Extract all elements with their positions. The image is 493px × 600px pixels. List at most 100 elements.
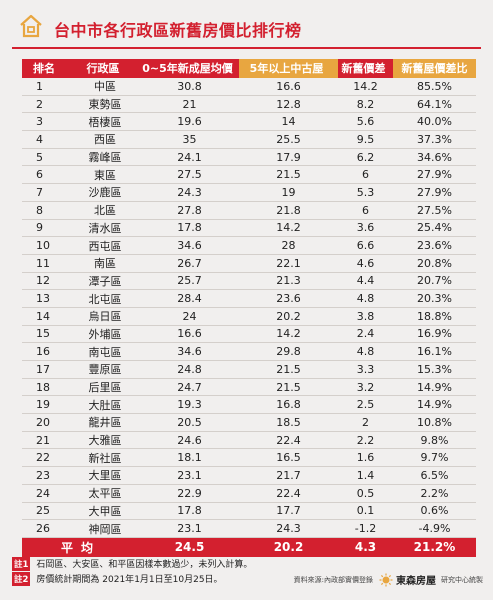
new-price-cell: 24.7 <box>140 379 239 397</box>
price-gap-cell: -1.2 <box>338 520 393 538</box>
old-price-cell: 21.5 <box>239 361 338 379</box>
rank-cell: 3 <box>22 113 70 132</box>
page-title: 台中市各行政區新舊房價比排行榜 <box>54 21 302 40</box>
price-gap-cell: 1.6 <box>338 449 393 468</box>
district-cell: 外埔區 <box>70 326 140 344</box>
price-gap-cell: 6 <box>338 202 393 220</box>
average-old-price: 20.2 <box>239 537 338 557</box>
table-row: 6 東區 27.5 21.5 6 27.9% <box>22 166 476 185</box>
new-price-cell: 19.6 <box>140 113 239 132</box>
new-price-cell: 23.1 <box>140 520 239 538</box>
column-header-new-price: 0~5年新成屋均價 <box>140 59 239 78</box>
note-tag: 註1 <box>12 556 31 571</box>
average-new-price: 24.5 <box>140 537 239 557</box>
new-price-cell: 24.1 <box>140 149 239 167</box>
rank-cell: 18 <box>22 379 70 397</box>
old-price-cell: 18.5 <box>239 414 338 432</box>
old-price-cell: 21.5 <box>239 166 338 185</box>
district-cell: 沙鹿區 <box>70 184 140 202</box>
rank-cell: 7 <box>22 184 70 202</box>
gap-ratio-cell: 85.5% <box>393 78 476 96</box>
old-price-cell: 24.3 <box>239 520 338 538</box>
rank-cell: 13 <box>22 290 70 308</box>
new-price-cell: 17.8 <box>140 220 239 238</box>
gap-ratio-cell: -4.9% <box>393 520 476 538</box>
ranking-table: 排名 行政區 0~5年新成屋均價 5年以上中古屋 新舊價差 新舊屋價差比 1 中區… <box>22 59 476 557</box>
new-price-cell: 24.6 <box>140 432 239 450</box>
rank-cell: 19 <box>22 396 70 415</box>
note-2: 註2 房價統計期間為 2021年1月1日至10月25日。 <box>12 571 252 586</box>
price-gap-cell: 2.4 <box>338 326 393 344</box>
old-price-cell: 21.3 <box>239 273 338 291</box>
new-price-cell: 17.8 <box>140 503 239 521</box>
column-header-rank: 排名 <box>22 59 70 78</box>
price-gap-cell: 0.5 <box>338 485 393 503</box>
new-price-cell: 19.3 <box>140 396 239 415</box>
district-cell: 霧峰區 <box>70 149 140 167</box>
new-price-cell: 18.1 <box>140 449 239 468</box>
district-cell: 清水區 <box>70 220 140 238</box>
table-row: 5 霧峰區 24.1 17.9 6.2 34.6% <box>22 149 476 167</box>
note-text: 石岡區、大安區、和平區因樣本數過少，未列入計算。 <box>36 560 253 570</box>
district-cell: 南屯區 <box>70 343 140 361</box>
district-cell: 潭子區 <box>70 273 140 291</box>
district-cell: 南區 <box>70 255 140 273</box>
table-row: 15 外埔區 16.6 14.2 2.4 16.9% <box>22 326 476 344</box>
gap-ratio-cell: 25.4% <box>393 220 476 238</box>
district-cell: 東勢區 <box>70 96 140 114</box>
rank-cell: 21 <box>22 432 70 450</box>
rank-cell: 5 <box>22 149 70 167</box>
table-row: 14 烏日區 24 20.2 3.8 18.8% <box>22 308 476 326</box>
district-cell: 北屯區 <box>70 290 140 308</box>
gap-ratio-cell: 2.2% <box>393 485 476 503</box>
rank-cell: 6 <box>22 166 70 185</box>
old-price-cell: 17.9 <box>239 149 338 167</box>
average-gap-ratio: 21.2% <box>393 537 476 557</box>
table-row: 26 神岡區 23.1 24.3 -1.2 -4.9% <box>22 520 476 538</box>
table-row: 7 沙鹿區 24.3 19 5.3 27.9% <box>22 184 476 202</box>
rank-cell: 10 <box>22 237 70 255</box>
gap-ratio-cell: 14.9% <box>393 396 476 415</box>
column-header-price-gap: 新舊價差 <box>338 59 393 78</box>
department-text: 研究中心統製 <box>441 575 483 584</box>
new-price-cell: 21 <box>140 96 239 114</box>
rank-cell: 4 <box>22 131 70 149</box>
note-text: 房價統計期間為 2021年1月1日至10月25日。 <box>36 575 223 585</box>
old-price-cell: 14 <box>239 113 338 132</box>
new-price-cell: 27.5 <box>140 166 239 185</box>
gap-ratio-cell: 9.8% <box>393 432 476 450</box>
table-row: 22 新社區 18.1 16.5 1.6 9.7% <box>22 449 476 468</box>
price-gap-cell: 14.2 <box>338 78 393 96</box>
price-gap-cell: 3.2 <box>338 379 393 397</box>
gap-ratio-cell: 23.6% <box>393 237 476 255</box>
district-cell: 神岡區 <box>70 520 140 538</box>
old-price-cell: 20.2 <box>239 308 338 326</box>
table-row: 11 南區 26.7 22.1 4.6 20.8% <box>22 255 476 273</box>
table-row: 12 潭子區 25.7 21.3 4.4 20.7% <box>22 273 476 291</box>
price-gap-cell: 4.4 <box>338 273 393 291</box>
district-cell: 烏日區 <box>70 308 140 326</box>
table-body: 1 中區 30.8 16.6 14.2 85.5% 2 東勢區 21 12.8 8.2 64.1% 3 梧… <box>22 78 476 538</box>
price-gap-cell: 5.6 <box>338 113 393 132</box>
rank-cell: 16 <box>22 343 70 361</box>
rank-cell: 23 <box>22 467 70 485</box>
gap-ratio-cell: 34.6% <box>393 149 476 167</box>
new-price-cell: 20.5 <box>140 414 239 432</box>
average-row: 平均 24.5 20.2 4.3 21.2% <box>22 537 476 557</box>
house-icon <box>20 14 42 38</box>
table-row: 4 西區 35 25.5 9.5 37.3% <box>22 131 476 149</box>
gap-ratio-cell: 14.9% <box>393 379 476 397</box>
district-cell: 東區 <box>70 166 140 185</box>
title-divider <box>12 47 481 49</box>
column-header-old-price: 5年以上中古屋 <box>239 59 338 78</box>
old-price-cell: 28 <box>239 237 338 255</box>
gap-ratio-cell: 27.5% <box>393 202 476 220</box>
old-price-cell: 21.7 <box>239 467 338 485</box>
rank-cell: 17 <box>22 361 70 379</box>
district-cell: 豐原區 <box>70 361 140 379</box>
rank-cell: 2 <box>22 96 70 114</box>
sun-logo-icon <box>379 573 393 586</box>
gap-ratio-cell: 6.5% <box>393 467 476 485</box>
new-price-cell: 24 <box>140 308 239 326</box>
rank-cell: 25 <box>22 503 70 521</box>
